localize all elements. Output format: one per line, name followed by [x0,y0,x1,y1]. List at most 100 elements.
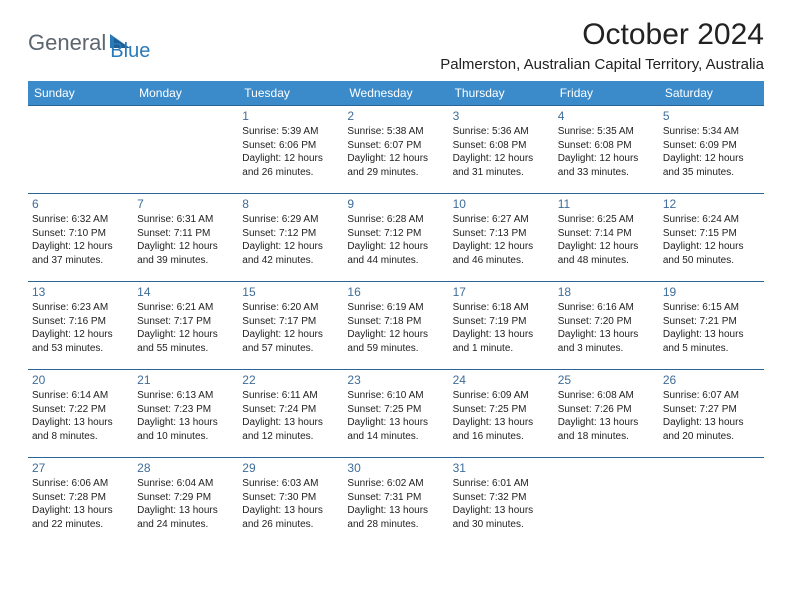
day-details: Sunrise: 6:11 AMSunset: 7:24 PMDaylight:… [242,389,339,443]
day-details: Sunrise: 6:02 AMSunset: 7:31 PMDaylight:… [347,477,444,531]
day-number: 4 [558,109,655,123]
calendar-cell: 2Sunrise: 5:38 AMSunset: 6:07 PMDaylight… [343,106,448,194]
day-details: Sunrise: 6:06 AMSunset: 7:28 PMDaylight:… [32,477,129,531]
day-details: Sunrise: 6:15 AMSunset: 7:21 PMDaylight:… [663,301,760,355]
day-number: 29 [242,461,339,475]
calendar-cell: 30 Sunrise: 6:02 AMSunset: 7:31 PMDayligh… [343,458,448,546]
calendar-cell: 7 Sunrise: 6:31 AMSunset: 7:11 PMDaylight… [133,194,238,282]
calendar-cell: 6 Sunrise: 6:32 AMSunset: 7:10 PMDaylight… [28,194,133,282]
calendar-cell: 1 Sunrise: 5:39 AMSunset: 6:06 PMDaylight… [238,106,343,194]
day-number: 2 [347,109,444,123]
calendar-cell: 12 Sunrise: 6:24 AMSunset: 7:15 PMDayligh… [659,194,764,282]
calendar-cell: 27 Sunrise: 6:06 AMSunset: 7:28 PMDayligh… [28,458,133,546]
day-number: 9 [347,197,444,211]
calendar-header-row: SundayMondayTuesdayWednesdayThursdayFrid… [28,81,764,106]
calendar-cell: 19 Sunrise: 6:15 AMSunset: 7:21 PMDayligh… [659,282,764,370]
day-number: 15 [242,285,339,299]
day-number: 12 [663,197,760,211]
calendar-row: 27 Sunrise: 6:06 AMSunset: 7:28 PMDayligh… [28,458,764,546]
day-details: Sunrise: 6:07 AMSunset: 7:27 PMDaylight:… [663,389,760,443]
day-number: 30 [347,461,444,475]
day-number: 24 [453,373,550,387]
day-details: Sunrise: 6:32 AMSunset: 7:10 PMDaylight:… [32,213,129,267]
day-details: Sunrise: 6:09 AMSunset: 7:25 PMDaylight:… [453,389,550,443]
calendar-cell: 23Sunrise: 6:10 AMSunset: 7:25 PMDayligh… [343,370,448,458]
calendar-cell: 31 Sunrise: 6:01 AMSunset: 7:32 PMDayligh… [449,458,554,546]
calendar-cell: 25Sunrise: 6:08 AMSunset: 7:26 PMDayligh… [554,370,659,458]
day-number: 1 [242,109,339,123]
day-number: 18 [558,285,655,299]
day-number: 13 [32,285,129,299]
day-details: Sunrise: 6:25 AMSunset: 7:14 PMDaylight:… [558,213,655,267]
day-details: Sunrise: 6:13 AMSunset: 7:23 PMDaylight:… [137,389,234,443]
day-number: 6 [32,197,129,211]
logo: General Blue [28,22,150,63]
calendar-cell: 3Sunrise: 5:36 AMSunset: 6:08 PMDaylight… [449,106,554,194]
calendar-cell: 24 Sunrise: 6:09 AMSunset: 7:25 PMDayligh… [449,370,554,458]
calendar-cell: 5 Sunrise: 5:34 AMSunset: 6:09 PMDaylight… [659,106,764,194]
location: Palmerston, Australian Capital Territory… [440,56,764,73]
day-details: Sunrise: 6:28 AMSunset: 7:12 PMDaylight:… [347,213,444,267]
day-number: 21 [137,373,234,387]
day-details: Sunrise: 6:27 AMSunset: 7:13 PMDaylight:… [453,213,550,267]
day-number: 8 [242,197,339,211]
day-number: 16 [347,285,444,299]
calendar-cell: 14 Sunrise: 6:21 AMSunset: 7:17 PMDayligh… [133,282,238,370]
calendar-cell: 15 Sunrise: 6:20 AMSunset: 7:17 PMDayligh… [238,282,343,370]
day-number: 11 [558,197,655,211]
day-number: 22 [242,373,339,387]
day-details: Sunrise: 6:21 AMSunset: 7:17 PMDaylight:… [137,301,234,355]
calendar-cell: 8 Sunrise: 6:29 AMSunset: 7:12 PMDaylight… [238,194,343,282]
calendar-cell: 13Sunrise: 6:23 AMSunset: 7:16 PMDayligh… [28,282,133,370]
weekday-header: Monday [133,81,238,106]
day-number: 17 [453,285,550,299]
calendar-cell [659,458,764,546]
day-details: Sunrise: 6:04 AMSunset: 7:29 PMDaylight:… [137,477,234,531]
weekday-header: Thursday [449,81,554,106]
day-details: Sunrise: 6:31 AMSunset: 7:11 PMDaylight:… [137,213,234,267]
weekday-header: Tuesday [238,81,343,106]
day-number: 5 [663,109,760,123]
calendar-cell: 28 Sunrise: 6:04 AMSunset: 7:29 PMDayligh… [133,458,238,546]
day-details: Sunrise: 6:03 AMSunset: 7:30 PMDaylight:… [242,477,339,531]
day-details: Sunrise: 6:29 AMSunset: 7:12 PMDaylight:… [242,213,339,267]
calendar-cell: 9 Sunrise: 6:28 AMSunset: 7:12 PMDaylight… [343,194,448,282]
calendar-cell: 29 Sunrise: 6:03 AMSunset: 7:30 PMDayligh… [238,458,343,546]
calendar-cell: 22 Sunrise: 6:11 AMSunset: 7:24 PMDayligh… [238,370,343,458]
calendar-row: 1 Sunrise: 5:39 AMSunset: 6:06 PMDaylight… [28,106,764,194]
day-details: Sunrise: 6:19 AMSunset: 7:18 PMDaylight:… [347,301,444,355]
calendar-cell [554,458,659,546]
calendar-cell: 11 Sunrise: 6:25 AMSunset: 7:14 PMDayligh… [554,194,659,282]
day-number: 7 [137,197,234,211]
day-details: Sunrise: 5:39 AMSunset: 6:06 PMDaylight:… [242,125,339,179]
logo-text-general: General [28,30,106,56]
calendar-table: SundayMondayTuesdayWednesdayThursdayFrid… [28,81,764,546]
calendar-cell: 26 Sunrise: 6:07 AMSunset: 7:27 PMDayligh… [659,370,764,458]
logo-text-blue: Blue [110,40,150,63]
weekday-header: Saturday [659,81,764,106]
day-number: 26 [663,373,760,387]
day-details: Sunrise: 6:01 AMSunset: 7:32 PMDaylight:… [453,477,550,531]
day-details: Sunrise: 6:18 AMSunset: 7:19 PMDaylight:… [453,301,550,355]
month-title: October 2024 [440,18,764,52]
calendar-row: 20Sunrise: 6:14 AMSunset: 7:22 PMDayligh… [28,370,764,458]
day-number: 19 [663,285,760,299]
day-number: 25 [558,373,655,387]
calendar-cell: 4 Sunrise: 5:35 AMSunset: 6:08 PMDaylight… [554,106,659,194]
day-details: Sunrise: 5:35 AMSunset: 6:08 PMDaylight:… [558,125,655,179]
calendar-cell: 21 Sunrise: 6:13 AMSunset: 7:23 PMDayligh… [133,370,238,458]
calendar-row: 6 Sunrise: 6:32 AMSunset: 7:10 PMDaylight… [28,194,764,282]
weekday-header: Wednesday [343,81,448,106]
day-details: Sunrise: 6:20 AMSunset: 7:17 PMDaylight:… [242,301,339,355]
calendar-cell: 16 Sunrise: 6:19 AMSunset: 7:18 PMDayligh… [343,282,448,370]
day-number: 14 [137,285,234,299]
day-details: Sunrise: 5:34 AMSunset: 6:09 PMDaylight:… [663,125,760,179]
calendar-cell [28,106,133,194]
day-number: 23 [347,373,444,387]
title-block: October 2024 Palmerston, Australian Capi… [440,18,764,73]
header: General Blue October 2024 Palmerston, Au… [28,18,764,73]
day-number: 27 [32,461,129,475]
day-details: Sunrise: 6:24 AMSunset: 7:15 PMDaylight:… [663,213,760,267]
day-number: 28 [137,461,234,475]
day-number: 31 [453,461,550,475]
